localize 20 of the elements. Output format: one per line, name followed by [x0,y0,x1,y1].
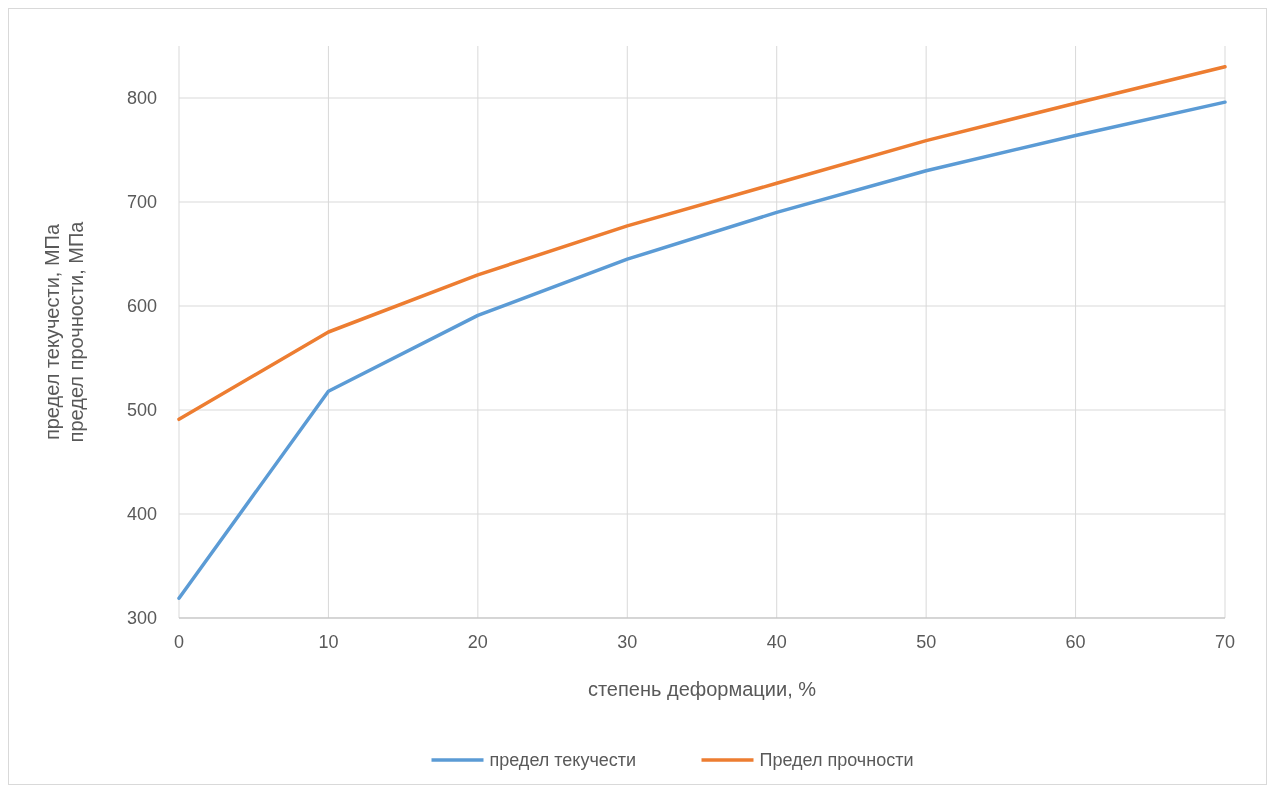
y-axis-title: предел текучести, МПа предел прочности, МПа [41,220,87,443]
x-axis-title: степень деформации, % [587,678,817,700]
y-tick-label: 700 [126,192,157,213]
y-tick-label: 500 [126,400,157,421]
x-tick-label: 60 [1065,632,1086,652]
legend-label: предел текучести [489,750,637,771]
x-tick-label: 10 [318,632,339,652]
y-tick-label: 800 [126,88,157,109]
x-tick-label: 40 [766,632,787,652]
line-series [177,65,1227,422]
x-tick-label: 50 [916,632,937,652]
line-series [177,100,1227,600]
legend-label: Предел прочности [759,750,914,771]
x-tick-label: 0 [173,632,185,652]
y-tick-label: 600 [126,296,157,317]
x-tick-label: 70 [1214,632,1236,652]
y-tick-label: 300 [126,608,157,629]
x-tick-label: 20 [467,632,488,652]
x-tick-label: 30 [617,632,638,652]
y-tick-label: 400 [126,504,157,525]
